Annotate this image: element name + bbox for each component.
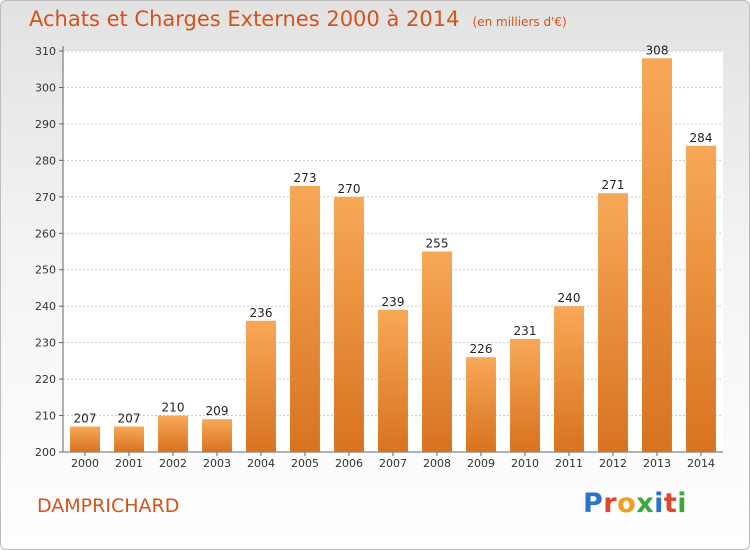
x-tick-label: 2013	[643, 457, 671, 470]
x-tick-label: 2002	[159, 457, 187, 470]
chart-title: Achats et Charges Externes 2000 à 2014	[29, 7, 460, 31]
proxiti-logo: Proxiti	[583, 488, 687, 519]
bar-value-label: 207	[74, 411, 97, 425]
y-tick-label: 200	[35, 446, 56, 459]
x-tick-label: 2010	[511, 457, 539, 470]
x-tick-label: 2009	[467, 457, 495, 470]
y-tick-label: 230	[35, 337, 56, 350]
logo-letter: r	[603, 488, 618, 519]
x-tick-label: 2000	[71, 457, 99, 470]
bar	[466, 357, 496, 452]
bar	[422, 251, 452, 452]
y-tick-label: 240	[35, 300, 56, 313]
bar-value-label: 209	[206, 404, 229, 418]
x-tick-label: 2011	[555, 457, 583, 470]
y-tick-label: 250	[35, 264, 56, 277]
bar-value-label: 236	[250, 306, 273, 320]
bar	[290, 185, 320, 452]
x-tick-label: 2003	[203, 457, 231, 470]
bar	[114, 426, 144, 452]
logo-letter: i	[654, 488, 664, 519]
bar	[246, 320, 276, 452]
bar-value-label: 255	[426, 237, 449, 251]
y-tick-label: 260	[35, 227, 56, 240]
bar	[158, 415, 188, 452]
bar	[378, 309, 408, 452]
x-tick-label: 2001	[115, 457, 143, 470]
y-tick-label: 210	[35, 410, 56, 423]
logo-letter: t	[663, 488, 678, 519]
bar	[334, 196, 364, 452]
x-tick-label: 2006	[335, 457, 363, 470]
bar-value-label: 239	[382, 295, 405, 309]
y-tick-label: 300	[35, 81, 56, 94]
bar	[554, 306, 584, 452]
bar	[642, 58, 672, 453]
logo-letter: P	[583, 488, 604, 519]
chart-title-block: Achats et Charges Externes 2000 à 2014 (…	[29, 7, 567, 31]
x-tick-label: 2004	[247, 457, 275, 470]
bar	[202, 419, 232, 452]
logo-letter: i	[677, 488, 688, 519]
y-tick-label: 220	[35, 373, 56, 386]
bar-value-label: 273	[294, 171, 317, 185]
bar-value-label: 207	[118, 411, 141, 425]
bar	[686, 145, 716, 453]
y-tick-label: 310	[35, 45, 56, 58]
bar-value-label: 284	[690, 131, 713, 145]
x-tick-label: 2005	[291, 457, 319, 470]
y-tick-label: 290	[35, 118, 56, 131]
commune-name: DAMPRICHARD	[37, 495, 180, 517]
chart-subtitle: (en milliers d'€)	[472, 15, 567, 29]
y-tick-label: 280	[35, 154, 56, 167]
bar	[598, 193, 628, 452]
y-tick-label: 270	[35, 191, 56, 204]
bar-value-label: 226	[470, 342, 493, 356]
bar-value-label: 231	[514, 324, 537, 338]
x-tick-label: 2012	[599, 457, 627, 470]
bar	[70, 426, 100, 452]
x-tick-label: 2007	[379, 457, 407, 470]
bar-value-label: 210	[162, 401, 185, 415]
x-tick-label: 2014	[687, 457, 715, 470]
logo-letter: o	[617, 488, 637, 519]
bar	[510, 338, 540, 452]
x-tick-label: 2008	[423, 457, 451, 470]
bar-value-label: 271	[602, 178, 625, 192]
bar-value-label: 270	[338, 182, 361, 196]
bar-value-label: 308	[646, 43, 669, 57]
logo-letter: x	[636, 488, 655, 519]
bar-value-label: 240	[558, 291, 581, 305]
